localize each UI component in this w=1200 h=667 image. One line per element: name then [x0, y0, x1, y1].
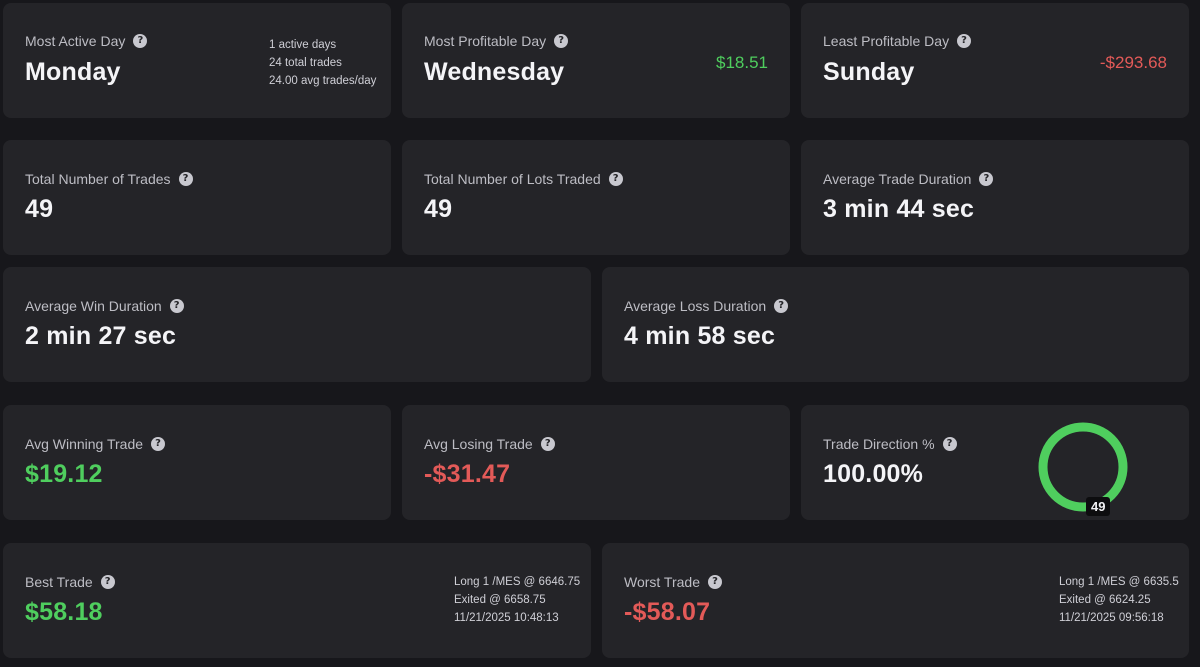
worst-trade-timestamp: 11/21/2025 09:56:18	[1059, 612, 1164, 624]
question-circle-icon[interactable]: ?	[151, 437, 166, 451]
best-trade-label-row: Best Trade ?	[25, 574, 115, 590]
total-trades-label-row: Total Number of Trades ?	[25, 171, 193, 187]
total-lots-value: 49	[424, 195, 453, 223]
avg-winning-trade-label-row: Avg Winning Trade ?	[25, 436, 166, 452]
avg-win-duration-card: Average Win Duration ? 2 min 27 sec	[3, 267, 591, 382]
worst-trade-label-row: Worst Trade ?	[624, 574, 722, 590]
avg-trades-per-day-stat: 24.00 avg trades/day	[269, 75, 377, 87]
avg-loss-duration-card: Average Loss Duration ? 4 min 58 sec	[602, 267, 1189, 382]
best-trade-details: Long 1 /MES @ 6646.75 Exited @ 6658.75 1…	[454, 573, 580, 627]
most-profitable-day-card: Most Profitable Day ? Wednesday $18.51	[402, 3, 790, 118]
least-profitable-day-card: Least Profitable Day ? Sunday -$293.68	[801, 3, 1189, 118]
trade-direction-card: Trade Direction % ? 100.00% 49	[801, 405, 1189, 520]
avg-losing-trade-label: Avg Losing Trade	[424, 436, 533, 452]
worst-trade-entry: Long 1 /MES @ 6635.5	[1059, 576, 1179, 588]
question-circle-icon[interactable]: ?	[133, 34, 148, 48]
question-circle-icon[interactable]: ?	[708, 575, 722, 589]
avg-loss-duration-label-row: Average Loss Duration ?	[624, 298, 789, 314]
least-profitable-day-amount: -$293.68	[1099, 53, 1167, 72]
most-profitable-day-amount: $18.51	[716, 53, 768, 72]
total-trades-card: Total Number of Trades ? 49	[3, 140, 391, 255]
most-profitable-day-label-row: Most Profitable Day ?	[424, 33, 569, 49]
avg-winning-trade-label: Avg Winning Trade	[25, 436, 144, 452]
most-active-day-card: Most Active Day ? Monday 1 active days 2…	[3, 3, 391, 118]
trade-direction-label: Trade Direction %	[823, 436, 935, 452]
total-trades-stat: 24 total trades	[269, 57, 342, 69]
avg-trade-duration-value: 3 min 44 sec	[823, 195, 975, 223]
best-trade-exit: Exited @ 6658.75	[454, 594, 546, 606]
worst-trade-details: Long 1 /MES @ 6635.5 Exited @ 6624.25 11…	[1059, 573, 1179, 627]
best-trade-value: $58.18	[25, 598, 103, 626]
most-active-day-stats: 1 active days 24 total trades 24.00 avg …	[269, 36, 376, 90]
avg-trade-duration-label-row: Average Trade Duration ?	[823, 171, 994, 187]
most-profitable-day-value: Wednesday	[424, 58, 565, 86]
question-circle-icon[interactable]: ?	[178, 172, 193, 186]
least-profitable-day-label: Least Profitable Day	[823, 33, 950, 49]
most-active-day-label-row: Most Active Day ?	[25, 33, 148, 49]
worst-trade-exit: Exited @ 6624.25	[1059, 594, 1151, 606]
question-circle-icon[interactable]: ?	[774, 299, 789, 313]
total-trades-label: Total Number of Trades	[25, 171, 171, 187]
question-circle-icon[interactable]: ?	[554, 34, 569, 48]
best-trade-entry: Long 1 /MES @ 6646.75	[454, 576, 581, 588]
most-active-day-label: Most Active Day	[25, 33, 126, 49]
worst-trade-label: Worst Trade	[624, 574, 700, 590]
trade-direction-value: 100.00%	[823, 460, 924, 488]
total-lots-label-row: Total Number of Lots Traded ?	[424, 171, 623, 187]
avg-winning-trade-card: Avg Winning Trade ? $19.12	[3, 405, 391, 520]
most-profitable-day-label: Most Profitable Day	[424, 33, 547, 49]
total-lots-card: Total Number of Lots Traded ? 49	[402, 140, 790, 255]
trade-direction-donut[interactable]	[1033, 417, 1133, 517]
avg-loss-duration-label: Average Loss Duration	[624, 298, 767, 314]
avg-losing-trade-card: Avg Losing Trade ? -$31.47	[402, 405, 790, 520]
worst-trade-value: -$58.07	[624, 598, 711, 626]
best-trade-timestamp: 11/21/2025 10:48:13	[454, 612, 559, 624]
avg-trade-duration-label: Average Trade Duration	[823, 171, 972, 187]
best-trade-label: Best Trade	[25, 574, 93, 590]
best-trade-card: Best Trade ? $58.18 Long 1 /MES @ 6646.7…	[3, 543, 591, 658]
question-circle-icon[interactable]: ?	[979, 172, 994, 186]
question-circle-icon[interactable]: ?	[100, 575, 115, 589]
avg-win-duration-value: 2 min 27 sec	[25, 322, 177, 350]
avg-win-duration-label-row: Average Win Duration ?	[25, 298, 184, 314]
most-active-day-value: Monday	[25, 58, 121, 86]
total-lots-label: Total Number of Lots Traded	[424, 171, 601, 187]
avg-winning-trade-value: $19.12	[25, 460, 103, 488]
question-circle-icon[interactable]: ?	[608, 172, 623, 186]
question-circle-icon[interactable]: ?	[957, 34, 972, 48]
least-profitable-day-value: Sunday	[823, 58, 915, 86]
avg-losing-trade-value: -$31.47	[424, 460, 511, 488]
donut-count-badge: 49	[1086, 497, 1111, 516]
worst-trade-card: Worst Trade ? -$58.07 Long 1 /MES @ 6635…	[602, 543, 1189, 658]
question-circle-icon[interactable]: ?	[169, 299, 184, 313]
question-circle-icon[interactable]: ?	[942, 437, 957, 451]
avg-losing-trade-label-row: Avg Losing Trade ?	[424, 436, 555, 452]
least-profitable-day-label-row: Least Profitable Day ?	[823, 33, 972, 49]
question-circle-icon[interactable]: ?	[540, 437, 555, 451]
trade-direction-label-row: Trade Direction % ?	[823, 436, 957, 452]
total-trades-value: 49	[25, 195, 54, 223]
avg-trade-duration-card: Average Trade Duration ? 3 min 44 sec	[801, 140, 1189, 255]
active-days-stat: 1 active days	[269, 39, 337, 51]
avg-win-duration-label: Average Win Duration	[25, 298, 162, 314]
avg-loss-duration-value: 4 min 58 sec	[624, 322, 776, 350]
donut-long-arc	[1038, 422, 1128, 512]
